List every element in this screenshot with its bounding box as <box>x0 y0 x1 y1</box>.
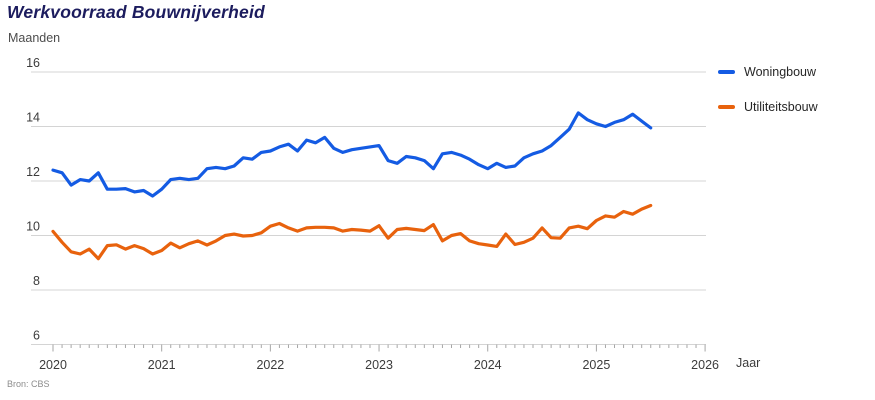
x-tick-label: 2020 <box>39 358 67 372</box>
legend-item-woningbouw: Woningbouw <box>718 63 868 81</box>
legend-label-woningbouw: Woningbouw <box>744 65 817 79</box>
source-note: Bron: CBS <box>7 379 50 389</box>
legend-item-utiliteitsbouw: Utiliteitsbouw <box>718 98 868 116</box>
y-tick-label: 6 <box>33 329 40 343</box>
x-tick-label: 2025 <box>582 358 610 372</box>
x-axis-title: Jaar <box>736 356 761 370</box>
x-tick-label: 2026 <box>691 358 719 372</box>
y-tick-label: 16 <box>26 56 40 70</box>
y-tick-label: 8 <box>33 274 40 288</box>
y-tick-label: 10 <box>26 220 40 234</box>
x-tick-label: 2022 <box>256 358 284 372</box>
series-line-utiliteitsbouw <box>51 203 653 261</box>
legend-swatch-utiliteitsbouw <box>718 105 735 109</box>
x-tick-label: 2023 <box>365 358 393 372</box>
series-line-woningbouw <box>51 111 653 198</box>
y-unit-label: Maanden <box>8 31 61 45</box>
legend: Woningbouw Utiliteitsbouw <box>718 63 868 133</box>
y-tick-label: 12 <box>26 165 40 179</box>
legend-label-utiliteitsbouw: Utiliteitsbouw <box>744 100 818 114</box>
legend-swatch-woningbouw <box>718 70 735 74</box>
y-tick-label: 14 <box>26 111 40 125</box>
x-tick-label: 2024 <box>474 358 502 372</box>
chart-title: Werkvoorraad Bouwnijverheid <box>7 2 265 22</box>
x-tick-label: 2021 <box>148 358 176 372</box>
